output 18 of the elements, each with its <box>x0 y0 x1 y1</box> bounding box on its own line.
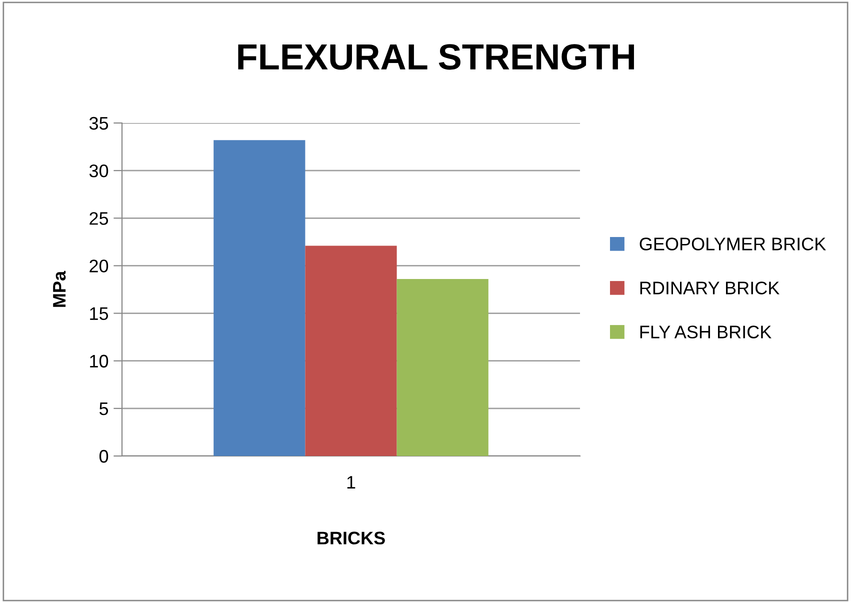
y-tick-label: 35 <box>89 116 108 130</box>
y-tick-label: 15 <box>90 307 108 320</box>
chart-title: FLEXURAL STRENGTH <box>238 44 634 70</box>
y-tick-label: 5 <box>99 402 108 416</box>
bar <box>214 140 306 456</box>
x-tick-label: 1 <box>347 476 356 489</box>
bar <box>305 246 397 456</box>
x-axis-title: BRICKS <box>318 532 385 544</box>
legend-label: RDINARY BRICK <box>640 282 780 294</box>
legend-label: GEOPOLYMER BRICK <box>640 238 826 250</box>
bar <box>396 279 488 456</box>
y-axis-title: MPa <box>53 270 66 307</box>
legend-label: FLY ASH BRICK <box>640 326 772 338</box>
y-tick-label: 10 <box>90 354 108 368</box>
y-tick-label: 30 <box>89 164 108 178</box>
y-tick-label: 20 <box>90 260 108 272</box>
y-tick-label: 25 <box>90 212 108 225</box>
y-tick-label: 0 <box>99 450 108 463</box>
